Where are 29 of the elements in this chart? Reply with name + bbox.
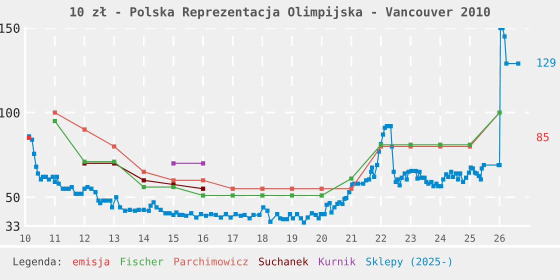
x-tick-label: 24	[435, 234, 446, 242]
x-tick-label: 15	[168, 234, 179, 242]
x-tick-label: 10	[20, 234, 30, 242]
x-tick-label: 17	[228, 234, 238, 242]
text: Kurnik	[318, 257, 356, 266]
x-tick-label: 19	[287, 234, 298, 242]
text: Suchanek	[259, 257, 308, 266]
text: Parchimowicz	[174, 257, 248, 266]
legend-title: Legenda:	[14, 257, 60, 268]
text: Fischer	[120, 257, 164, 266]
x-tick-label: 11	[50, 234, 60, 242]
x-tick-label: 18	[258, 234, 268, 242]
x-tick-label: 13	[109, 234, 120, 242]
chart-title: 10 zł - Polska Reprezentacja Olimpijska - Vancouver 2010	[70, 6, 490, 19]
text: emisja	[73, 257, 110, 268]
x-tick-label: 23	[405, 234, 416, 242]
y-tick-label: 33	[6, 221, 20, 231]
text: 129	[537, 58, 556, 67]
x-tick-label: 22	[376, 234, 386, 242]
x-tick-label: 16	[198, 234, 208, 242]
x-tick-label: 21	[346, 234, 357, 242]
x-tick-label: 14	[139, 234, 150, 242]
x-tick-label: 20	[316, 234, 327, 242]
text: 85	[536, 132, 549, 142]
x-tick-label: 26	[494, 234, 505, 242]
x-tick-label: 25	[464, 234, 475, 242]
x-tick-label: 12	[80, 234, 90, 242]
y-tick-label: 50	[6, 192, 20, 202]
text: Sklepy (2025-)	[366, 257, 452, 268]
